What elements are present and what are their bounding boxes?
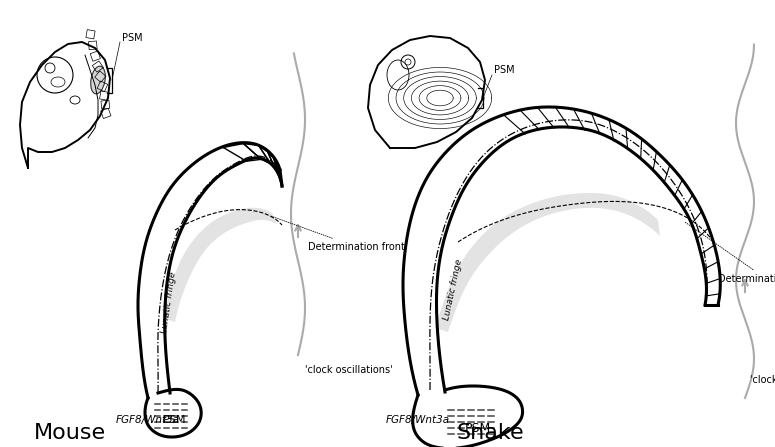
- Text: Determination front: Determination front: [684, 222, 775, 284]
- Text: Lunatic fringe: Lunatic fringe: [442, 259, 463, 321]
- Bar: [88, 41, 97, 50]
- Bar: [97, 81, 108, 92]
- Polygon shape: [435, 193, 660, 332]
- Text: Lunatic fringe: Lunatic fringe: [160, 271, 177, 334]
- Circle shape: [405, 59, 411, 65]
- Bar: [86, 30, 95, 39]
- Bar: [90, 51, 101, 61]
- Text: Determination front: Determination front: [270, 216, 405, 252]
- Text: PSM: PSM: [122, 33, 143, 43]
- Bar: [92, 61, 103, 72]
- Text: PSM: PSM: [164, 415, 187, 425]
- Text: PSM: PSM: [465, 422, 491, 434]
- Text: 'clock oscillations': 'clock oscillations': [305, 365, 393, 375]
- Polygon shape: [163, 208, 277, 322]
- Bar: [95, 71, 106, 82]
- Text: Snake: Snake: [456, 423, 524, 443]
- Text: FGF8/Wnt3a: FGF8/Wnt3a: [386, 415, 450, 425]
- Ellipse shape: [91, 66, 105, 94]
- Text: FGF8/Wnt3a: FGF8/Wnt3a: [116, 415, 180, 425]
- Bar: [101, 100, 109, 109]
- Text: Mouse: Mouse: [34, 423, 106, 443]
- Text: PSM: PSM: [494, 65, 515, 75]
- Bar: [99, 91, 109, 100]
- Bar: [101, 108, 111, 118]
- Text: 'clock oscillations': 'clock oscillations': [750, 375, 775, 385]
